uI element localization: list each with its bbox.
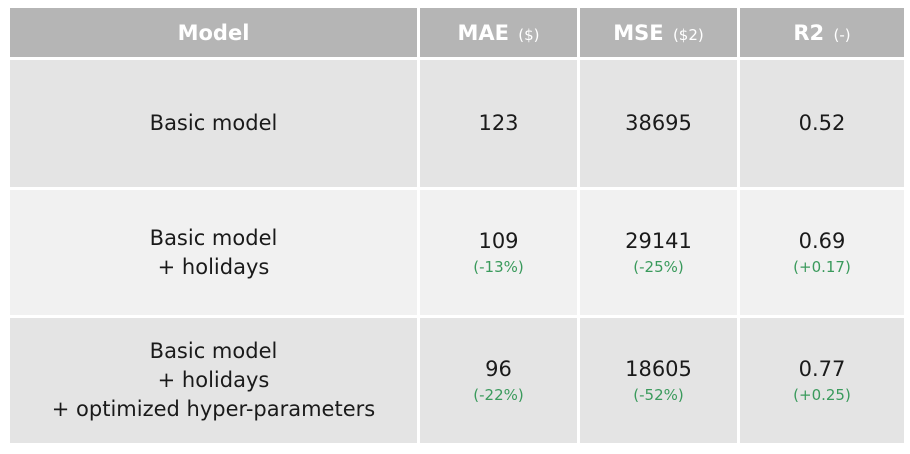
model-cell: Basic model + holidays + optimized hyper… <box>10 318 420 443</box>
mae-cell: 109 (-13%) <box>420 190 580 318</box>
r2-cell: 0.69 (+0.17) <box>740 190 904 318</box>
model-line: Basic model <box>149 339 278 363</box>
header-row: Model MAE ($) MSE ($2) R2 (-) <box>10 8 904 60</box>
mse-change: (-52%) <box>633 386 684 404</box>
mae-change: (-22%) <box>473 386 524 404</box>
model-line: + holidays <box>157 254 270 279</box>
model-line: Basic model <box>149 111 278 135</box>
mse-value: 18605 <box>625 357 692 381</box>
header-mae: MAE ($) <box>420 8 580 60</box>
model-cell: Basic model + holidays <box>10 190 420 318</box>
mse-cell: 29141 (-25%) <box>580 190 740 318</box>
r2-change: (+0.17) <box>793 258 851 276</box>
table-row: Basic model 123 38695 0.52 <box>10 60 904 190</box>
results-table: Model MAE ($) MSE ($2) R2 (-) Basic mode… <box>10 8 904 443</box>
header-r2: R2 (-) <box>740 8 904 60</box>
mae-change: (-13%) <box>473 258 524 276</box>
mse-cell: 38695 <box>580 60 740 190</box>
r2-cell: 0.77 (+0.25) <box>740 318 904 443</box>
mae-value: 123 <box>478 111 519 135</box>
mae-value: 109 <box>478 229 519 253</box>
r2-change: (+0.25) <box>793 386 851 404</box>
model-line: Basic model <box>149 225 278 250</box>
mae-cell: 123 <box>420 60 580 190</box>
model-line: + holidays <box>157 368 270 392</box>
mae-cell: 96 (-22%) <box>420 318 580 443</box>
header-mae-unit: ($) <box>518 25 540 44</box>
r2-cell: 0.52 <box>740 60 904 190</box>
header-mse: MSE ($2) <box>580 8 740 60</box>
r2-value: 0.69 <box>798 229 846 253</box>
model-cell: Basic model <box>10 60 420 190</box>
mse-value: 29141 <box>625 229 692 253</box>
mse-change: (-25%) <box>633 258 684 276</box>
mse-value: 38695 <box>625 111 692 135</box>
r2-value: 0.52 <box>798 111 846 135</box>
table-row: Basic model + holidays 109 (-13%) 29141 … <box>10 190 904 318</box>
header-mse-unit: ($2) <box>672 25 704 44</box>
header-r2-unit: (-) <box>833 25 851 44</box>
header-model: Model <box>10 8 420 60</box>
table-row: Basic model + holidays + optimized hyper… <box>10 318 904 443</box>
mae-value: 96 <box>485 357 512 381</box>
r2-value: 0.77 <box>798 357 846 381</box>
model-line: + optimized hyper-parameters <box>51 397 376 421</box>
mse-cell: 18605 (-52%) <box>580 318 740 443</box>
